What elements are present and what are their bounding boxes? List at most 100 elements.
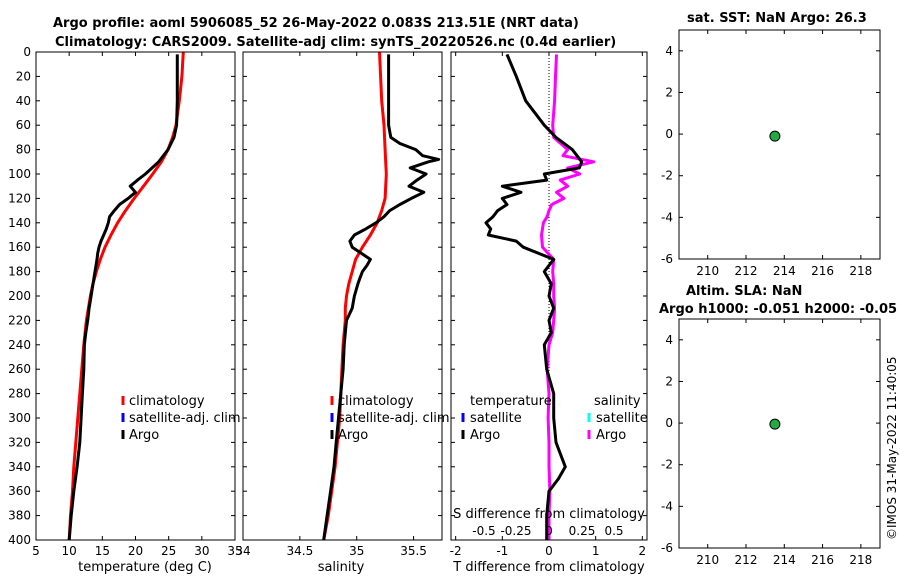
y-tick-label: 100 (8, 167, 31, 181)
series-line-argo (322, 54, 441, 541)
y-tick-label: 0 (23, 45, 31, 59)
legend-sal-argo-label: Argo (596, 428, 626, 443)
sla-axes-box (678, 318, 881, 549)
sla-points (769, 418, 781, 430)
y-tick-label: -2 (661, 458, 673, 472)
legend-temp-sat-label: satellite (470, 411, 522, 426)
salinity-axes-box (242, 51, 443, 541)
salinity-xlabel: salinity (318, 560, 365, 575)
x-tick-label: 212 (735, 264, 758, 278)
main-title-line2: Climatology: CARS2009. Satellite-adj cli… (55, 35, 616, 50)
s-difference-label: S difference from climatology (453, 507, 645, 522)
x-tick-label: 5 (32, 544, 40, 558)
y-tick-label: 400 (8, 533, 31, 547)
s-difference-ticks: -0.5 -0.25 0 0.25 0.5 (472, 524, 623, 538)
y-tick-label: 180 (8, 265, 31, 279)
legend-sal-sat-label: satellite (596, 411, 648, 426)
scatter-point (769, 130, 781, 142)
y-tick-label: 160 (8, 240, 31, 254)
legend-clim-label: climatology (129, 394, 205, 409)
temperature-panel: 5 10 15 20 25 30 35 0 20 40 60 80 100 120 140 160 180 200… (8, 45, 243, 575)
salinity-legend: climatology satellite-adj. clim Argo (330, 394, 450, 443)
y-tick-label: -4 (661, 499, 673, 513)
s-tick: -0.25 (500, 524, 531, 538)
x-tick-label: 0 (545, 544, 553, 558)
s-tick: 0 (545, 524, 553, 538)
x-tick-label: 30 (194, 544, 209, 558)
y-tick-label: 4 (665, 44, 673, 58)
x-tick-label: 218 (849, 553, 872, 567)
difference-xlabel: T difference from climatology (452, 560, 645, 575)
difference-panel: -2 -1 0 1 2 T difference from climatology S … (450, 51, 648, 575)
sla-ticks: 210 212 214 216 218 -6 -4 -2 0 2 4 (661, 319, 880, 567)
x-tick-label: 2 (639, 544, 647, 558)
s-tick: 0.5 (604, 524, 623, 538)
x-tick-label: 212 (735, 553, 758, 567)
x-tick-label: 210 (696, 264, 719, 278)
sst-title: sat. SST: NaN Argo: 26.3 (687, 11, 867, 26)
temperature-lines (67, 51, 185, 541)
y-tick-label: -6 (661, 252, 673, 266)
legend-clim-label: climatology (338, 394, 414, 409)
y-tick-label: 2 (665, 374, 673, 388)
temperature-axes-box (35, 51, 236, 541)
difference-axes-box (450, 51, 648, 541)
main-title-line1: Argo profile: aoml 5906085_52 26-May-202… (53, 16, 579, 31)
x-tick-label: 34.5 (286, 544, 313, 558)
x-tick-label: 216 (811, 553, 834, 567)
x-tick-label: 216 (811, 264, 834, 278)
sla-title-1: Altim. SLA: NaN (686, 284, 802, 299)
y-tick-label: -2 (661, 169, 673, 183)
s-tick: -0.5 (472, 524, 495, 538)
x-tick-label: 15 (95, 544, 110, 558)
salinity-lines (322, 51, 441, 541)
legend-temp-argo-label: Argo (470, 428, 500, 443)
legend-temp-title: temperature (470, 394, 552, 409)
series-line-climatology (67, 51, 185, 541)
y-tick-label: 300 (8, 411, 31, 425)
x-tick-label: 35.5 (400, 544, 427, 558)
legend-sat-label: satellite-adj. clim (129, 411, 241, 426)
legend-argo-label: Argo (338, 428, 368, 443)
x-tick-label: 35 (349, 544, 364, 558)
x-tick-label: -2 (450, 544, 462, 558)
y-tick-label: 120 (8, 191, 31, 205)
y-tick-label: 360 (8, 484, 31, 498)
y-tick-label: 80 (16, 143, 31, 157)
y-tick-label: 0 (665, 127, 673, 141)
y-tick-label: 320 (8, 435, 31, 449)
y-tick-label: 380 (8, 509, 31, 523)
y-tick-label: 60 (16, 118, 31, 132)
x-tick-label: 35 (227, 544, 242, 558)
difference-lines (484, 53, 596, 540)
y-tick-label: -4 (661, 210, 673, 224)
temperature-xlabel: temperature (deg C) (78, 560, 212, 575)
legend-sat-label: satellite-adj. clim (338, 411, 450, 426)
s-tick: 0.25 (569, 524, 596, 538)
x-tick-label: 25 (161, 544, 176, 558)
y-tick-label: 20 (16, 69, 31, 83)
x-tick-label: 218 (849, 264, 872, 278)
difference-legend: temperature satellite Argo salinity sate… (461, 394, 648, 443)
sla-title-2: Argo h1000: -0.051 h2000: -0.05 (659, 302, 897, 317)
sst-points (769, 130, 781, 142)
series-line-s-difference-argo (540, 54, 596, 540)
y-tick-label: -6 (661, 541, 673, 555)
sst-ticks: 210 212 214 216 218 -6 -4 -2 0 2 4 (661, 30, 880, 278)
imos-footer: ©IMOS 31-May-2022 11:40:05 (885, 356, 899, 540)
legend-argo-label: Argo (129, 428, 159, 443)
y-tick-label: 0 (665, 416, 673, 430)
sla-panel: 210 212 214 216 218 -6 -4 -2 0 2 4 (661, 318, 881, 567)
temperature-legend: climatology satellite-adj. clim Argo (121, 394, 241, 443)
y-tick-label: 40 (16, 94, 31, 108)
y-tick-label: 2 (665, 85, 673, 99)
salinity-panel: 34 34.5 35 35.5 salinity climatology satell… (235, 51, 450, 575)
x-tick-label: 20 (128, 544, 143, 558)
series-line-t-difference-argo (484, 53, 584, 540)
y-tick-label: 200 (8, 289, 31, 303)
y-tick-label: 140 (8, 216, 31, 230)
sst-panel: 210 212 214 216 218 -6 -4 -2 0 2 4 (661, 29, 881, 278)
temperature-ticks: 5 10 15 20 25 30 35 0 20 40 60 80 100 120 140 160 180 200… (8, 45, 243, 558)
x-tick-label: 214 (773, 264, 796, 278)
